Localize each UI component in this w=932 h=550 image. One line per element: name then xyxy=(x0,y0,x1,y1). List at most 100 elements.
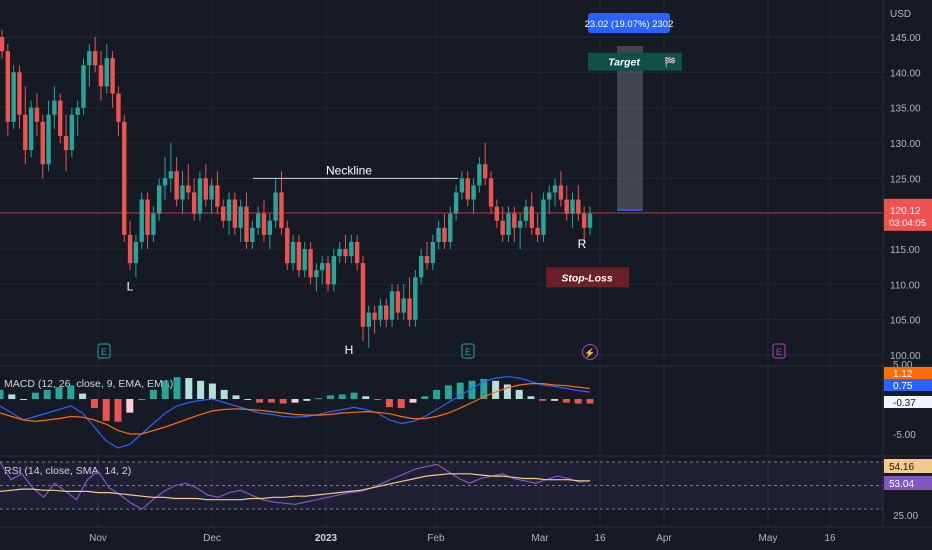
candle xyxy=(226,192,232,235)
candle xyxy=(576,185,581,221)
candle-body xyxy=(308,249,313,278)
macd-value-badge xyxy=(884,367,932,379)
candle-body xyxy=(354,241,360,264)
pattern-label-h: H xyxy=(345,343,354,357)
candle-body xyxy=(401,298,406,313)
candle xyxy=(465,171,470,207)
price-tick-label: 105.00 xyxy=(890,316,921,327)
candle-body xyxy=(541,199,546,235)
candle xyxy=(517,213,523,249)
candle xyxy=(116,86,121,136)
candle-body xyxy=(232,199,238,228)
candle-body xyxy=(81,65,86,108)
macd-histogram-bar xyxy=(539,399,547,401)
candle xyxy=(162,157,168,200)
candle-body xyxy=(547,192,552,200)
candle-body xyxy=(133,241,139,264)
time-tick-label: Feb xyxy=(427,533,445,544)
macd-line xyxy=(0,375,591,449)
candle xyxy=(145,192,150,249)
candle xyxy=(98,51,104,101)
candle-body xyxy=(92,51,98,66)
candle-body xyxy=(279,192,284,228)
time-tick-label: 16 xyxy=(594,533,606,544)
candle-body xyxy=(180,185,185,200)
candle xyxy=(221,199,226,228)
candle-body xyxy=(34,107,40,122)
candle xyxy=(191,178,197,221)
candle-body xyxy=(5,51,11,122)
macd-histogram-bar xyxy=(480,378,488,399)
candle xyxy=(92,37,98,73)
candle xyxy=(349,234,354,264)
macd-histogram-bar xyxy=(468,380,476,399)
candle xyxy=(232,192,238,235)
candle-body xyxy=(209,185,214,200)
candle xyxy=(127,220,133,271)
macd-histogram-bar xyxy=(173,377,181,399)
candle-body xyxy=(389,291,395,320)
candle-body xyxy=(378,305,383,320)
candle-body xyxy=(413,277,418,320)
time-tick-label: 16 xyxy=(824,533,836,544)
candle-body xyxy=(23,114,28,151)
candle-body xyxy=(40,121,45,165)
candle xyxy=(261,199,267,242)
earnings-marker[interactable]: E xyxy=(461,343,475,359)
candle xyxy=(11,65,16,129)
price-axis[interactable]: 145.00140.00135.00130.00125.00120.00115.… xyxy=(884,9,932,522)
macd-value-badge xyxy=(884,396,932,408)
earnings-box xyxy=(97,343,111,359)
earnings-marker[interactable]: E xyxy=(772,343,786,359)
macd-histogram-bar xyxy=(232,395,240,399)
candle xyxy=(63,114,69,172)
target-label: Target xyxy=(608,57,640,69)
candle xyxy=(319,256,325,285)
candle xyxy=(40,114,45,179)
candle-body xyxy=(221,206,226,221)
candle xyxy=(156,178,162,221)
macd-value-badge xyxy=(884,379,932,391)
candle-body xyxy=(384,305,389,320)
candle xyxy=(5,44,11,136)
rsi-ma-line xyxy=(0,473,590,501)
candle-body xyxy=(290,241,296,264)
candle xyxy=(238,199,243,242)
candle xyxy=(558,171,564,207)
candle-body xyxy=(151,213,156,235)
macd-histogram-bar xyxy=(421,396,429,399)
candle xyxy=(285,220,290,271)
candle-body xyxy=(430,241,436,264)
candle xyxy=(267,213,273,249)
time-axis[interactable]: Nov Dec 2023 Feb Mar 16 Apr May 16 xyxy=(89,533,836,544)
earnings-icon: E xyxy=(465,347,471,357)
earnings-marker[interactable]: E xyxy=(97,343,111,359)
earnings-box xyxy=(772,343,786,359)
candle-body xyxy=(448,213,453,242)
macd-histogram-bar xyxy=(362,396,370,399)
candle-body xyxy=(127,234,133,264)
countdown-label: 03:04:05 xyxy=(889,218,926,229)
candle xyxy=(325,256,331,292)
macd-histogram-bar xyxy=(456,382,464,399)
neckline-label: Neckline xyxy=(326,163,372,177)
candle xyxy=(448,206,453,249)
candle xyxy=(215,171,220,214)
candle-body xyxy=(442,227,447,242)
macd-histogram-bar xyxy=(586,399,594,404)
macd-value-label: -0.37 xyxy=(893,398,916,409)
dividend-marker[interactable]: ⚡ xyxy=(582,344,598,360)
candle-body xyxy=(162,178,168,186)
macd-tick-label: -5.00 xyxy=(893,430,916,441)
candle-body xyxy=(488,178,494,207)
candle-body xyxy=(186,185,191,193)
candle xyxy=(168,143,174,193)
candle xyxy=(529,192,534,235)
macd-histogram-bar xyxy=(114,399,122,422)
candle xyxy=(453,185,459,221)
candle-body xyxy=(156,185,162,214)
candle xyxy=(104,44,109,94)
rsi-value-badge xyxy=(884,476,932,490)
